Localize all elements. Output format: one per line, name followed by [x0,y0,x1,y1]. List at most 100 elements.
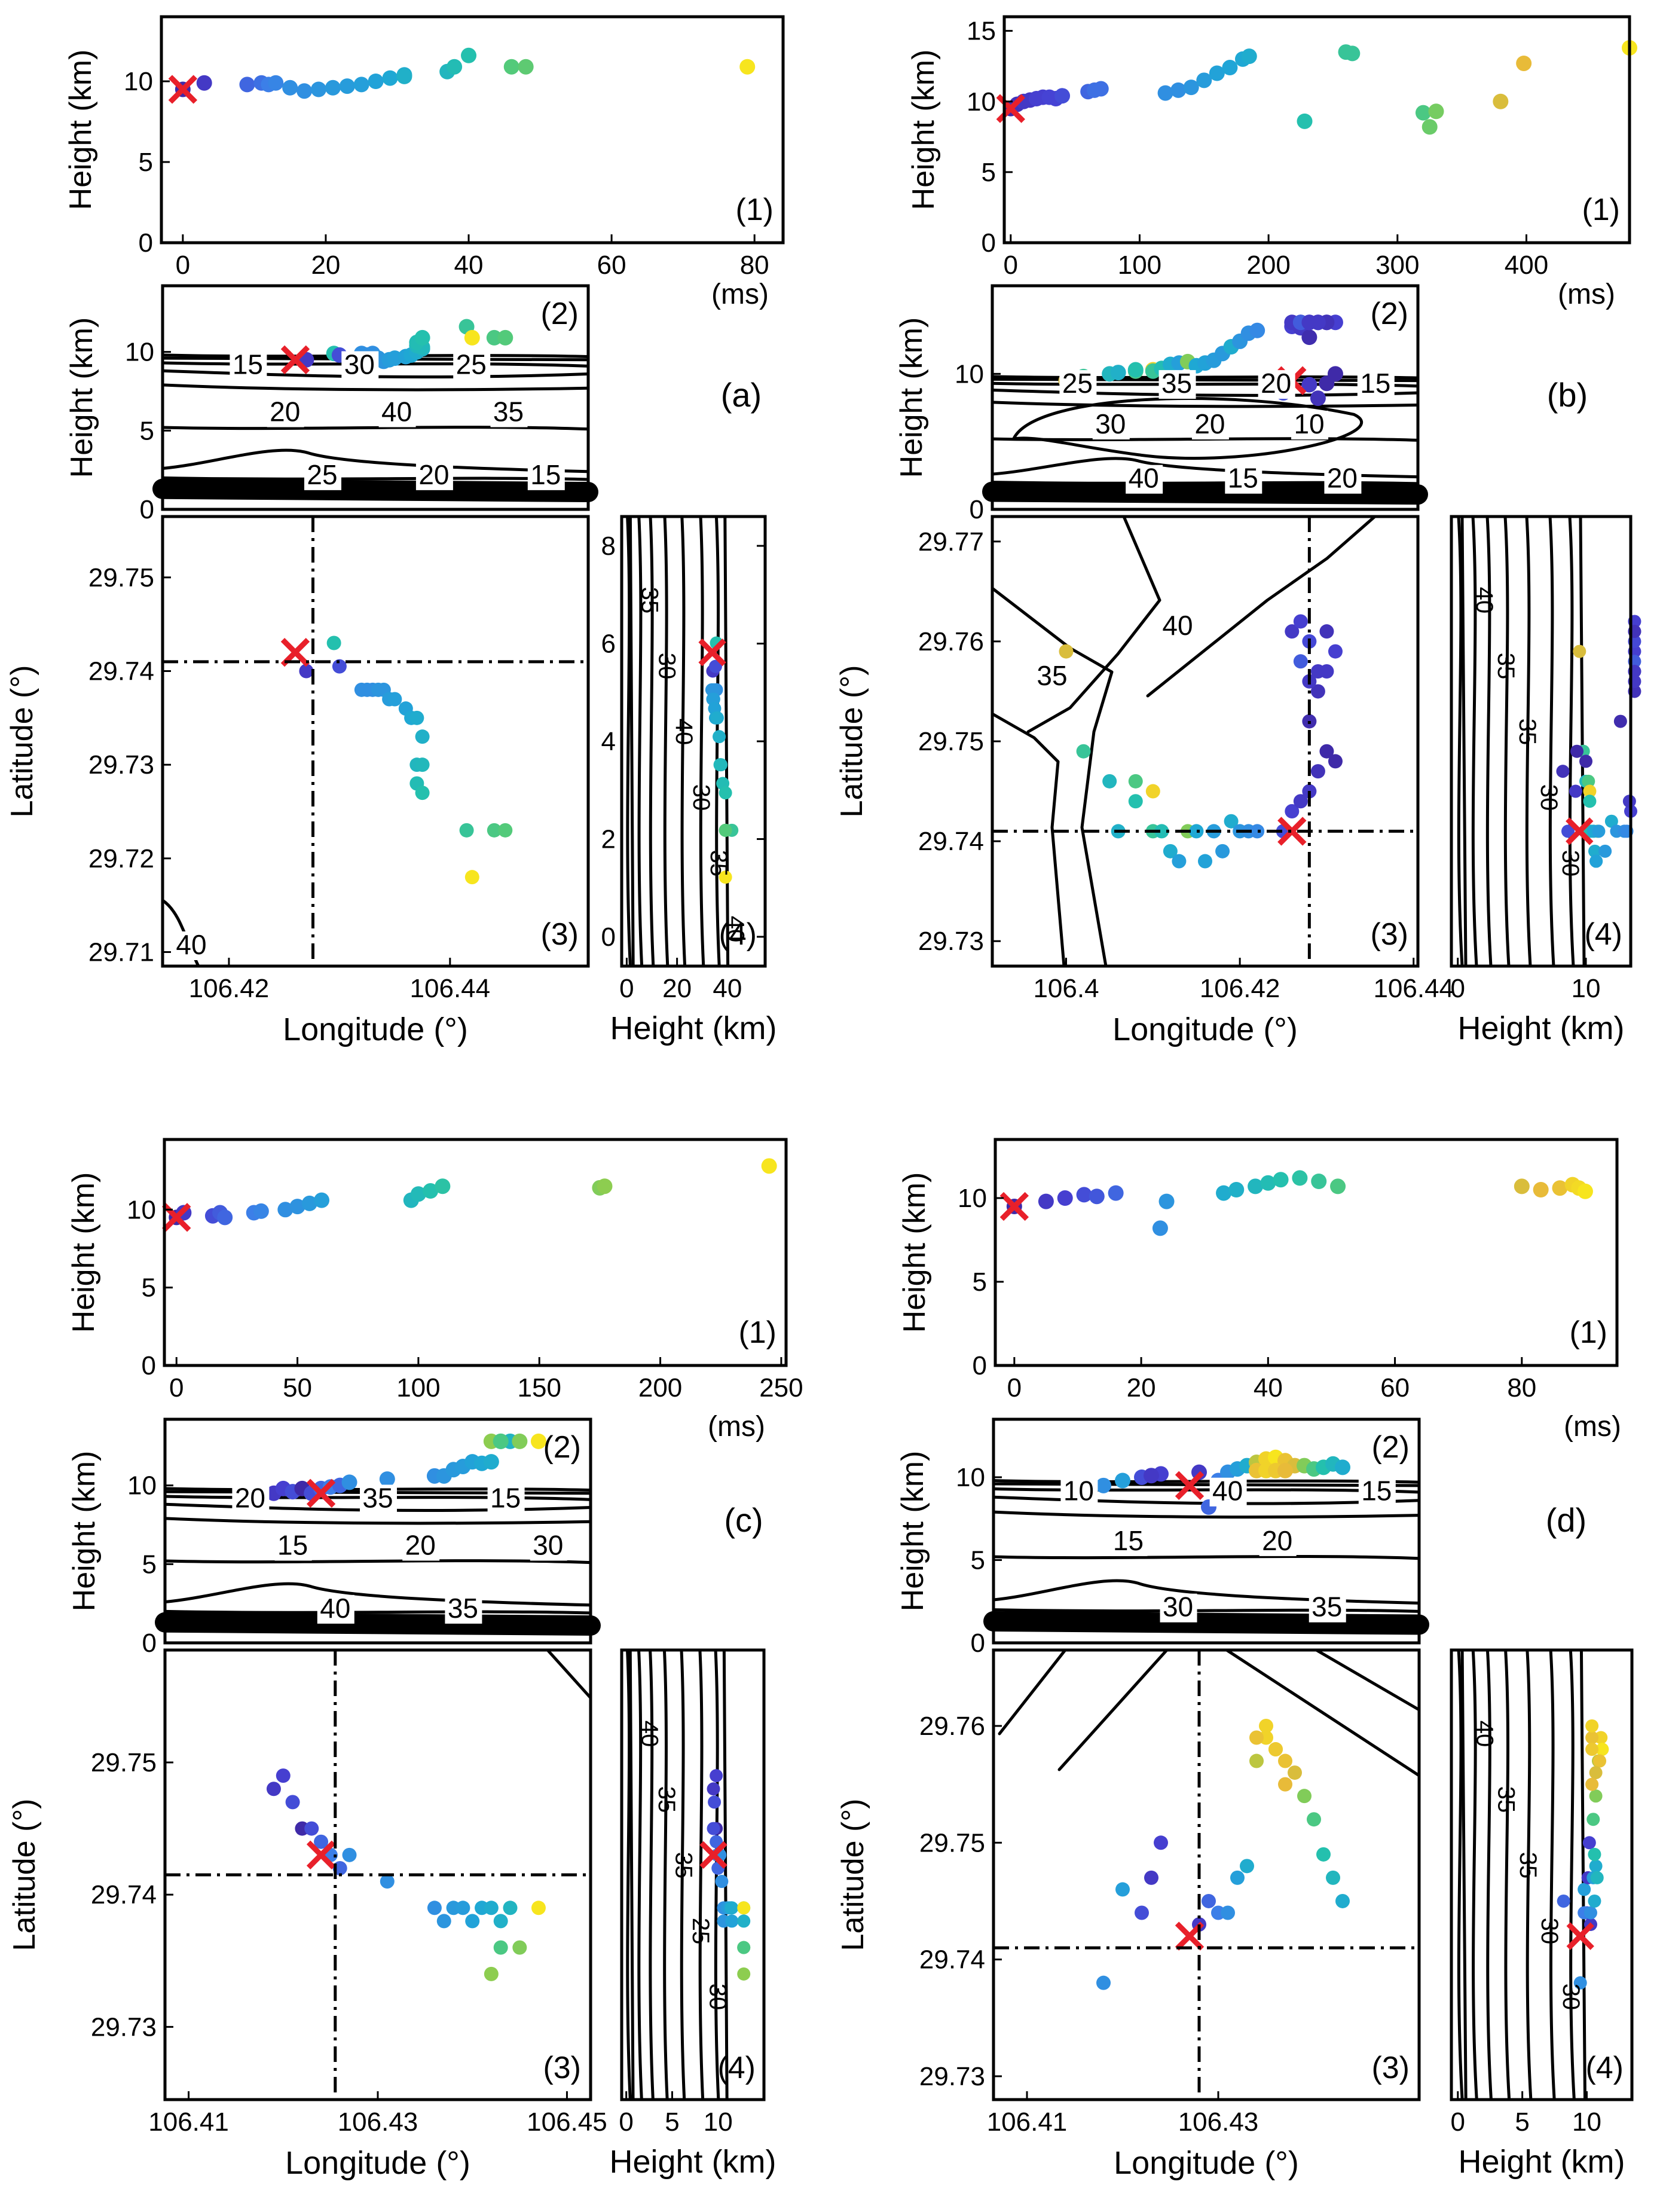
y-tick-label: 29.74 [919,1945,985,1975]
contour-line [628,515,635,968]
contour-line [1460,1648,1468,2101]
data-point [711,711,724,725]
x-tick-label: 0 [1007,1373,1022,1403]
data-point [464,329,480,346]
data-point [1415,105,1431,121]
contour-label: 35 [1515,1852,1541,1879]
data-point [1273,1172,1289,1188]
data-point [1222,60,1238,76]
contour-line [637,515,644,968]
y-axis-label: Height (km) [67,1451,102,1612]
section-frame [161,284,590,511]
contour-line [1457,515,1464,968]
contour-label: 20 [405,1530,436,1561]
x-axis-label: Height (km) [1457,1010,1624,1046]
contour-label: 35 [1493,653,1519,680]
data-point [387,692,402,707]
data-point [1157,85,1173,101]
y-tick-label: 2 [601,824,616,854]
data-point [530,1433,546,1449]
data-point [1102,774,1117,789]
data-point [1057,1190,1073,1206]
data-point [1093,81,1109,97]
contour-line [163,1559,592,1565]
y-tick-label: 4 [601,727,616,756]
contour-line [1146,515,1377,698]
data-point [719,786,732,800]
y-tick-label: 29.76 [918,627,984,656]
data-point [1144,1468,1159,1484]
data-point [299,664,314,679]
data-point [301,1195,317,1211]
data-point [326,636,341,650]
y-tick-label: 8 [601,531,616,561]
contour-label-bg [1059,370,1097,399]
contour-line [663,515,670,968]
contour-line [1548,515,1555,968]
subplot-tag: (2) [1371,1430,1410,1465]
data-point [1221,1905,1235,1920]
data-point [276,1768,291,1783]
data-point [1297,1789,1312,1804]
contour-label: 35 [705,850,732,877]
x-tick-label: 0 [1451,2107,1465,2137]
contour-label: 15 [1113,1525,1144,1556]
contour-label: 25 [307,459,337,490]
y-tick-label: 29.72 [88,844,154,873]
subplot-tag: (4) [719,917,757,952]
data-point [1307,1812,1321,1827]
contour-label-bg [1160,1593,1197,1623]
panel-letter: (b) [1547,376,1588,414]
contour-label-bg [487,1484,525,1514]
contour-line [1057,1648,1169,1771]
data-point [713,758,727,772]
x-axis-label: Height (km) [609,2144,776,2180]
subplot-tag: (4) [717,2051,756,2085]
contour-line [992,1510,1421,1519]
contour-label: 20 [1261,368,1291,399]
contour-label-bg [1110,1527,1148,1556]
contour-line [991,712,1066,968]
data-point [461,47,477,63]
side-view-frame [1450,515,1633,968]
data-point [427,1901,442,1915]
y-axis-label: Height (km) [894,317,929,478]
data-point [1330,1178,1346,1194]
data-point [1301,314,1317,331]
data-point [708,1795,722,1809]
data-point [737,1914,751,1928]
data-point [325,80,341,96]
contour-line [163,1609,592,1615]
contour-label: 35 [637,587,663,614]
contour-line [991,457,1420,479]
y-tick-label: 10 [956,1463,985,1492]
y-tick-label: 29.73 [918,927,984,956]
contour-label-bg [490,398,528,427]
data-point [739,59,756,75]
data-point [719,870,732,884]
data-point [266,1782,281,1797]
data-point [710,1835,723,1849]
data-point [707,1822,720,1835]
subplot-tag: (1) [1569,1315,1607,1350]
contour-line [1504,1648,1511,2101]
subplot-tag: (3) [543,2051,581,2085]
subplot-tag: (1) [735,193,774,227]
contour-label: 20 [1262,1525,1292,1556]
data-point [1228,1182,1245,1197]
x-tick-label: 150 [518,1373,561,1403]
data-point [497,329,513,346]
contour-line [626,1648,632,2101]
x-tick-label: 10 [1572,974,1601,1003]
data-point [1127,362,1144,378]
data-point [1145,784,1160,799]
x-axis-label: Height (km) [610,1010,777,1046]
x-tick-label: 10 [704,2107,733,2137]
section-frame [992,1417,1421,1645]
start-marker-icon [996,94,1025,123]
y-tick-label: 10 [958,1184,987,1213]
data-point [1183,80,1199,96]
contour-label: 30 [344,349,375,380]
